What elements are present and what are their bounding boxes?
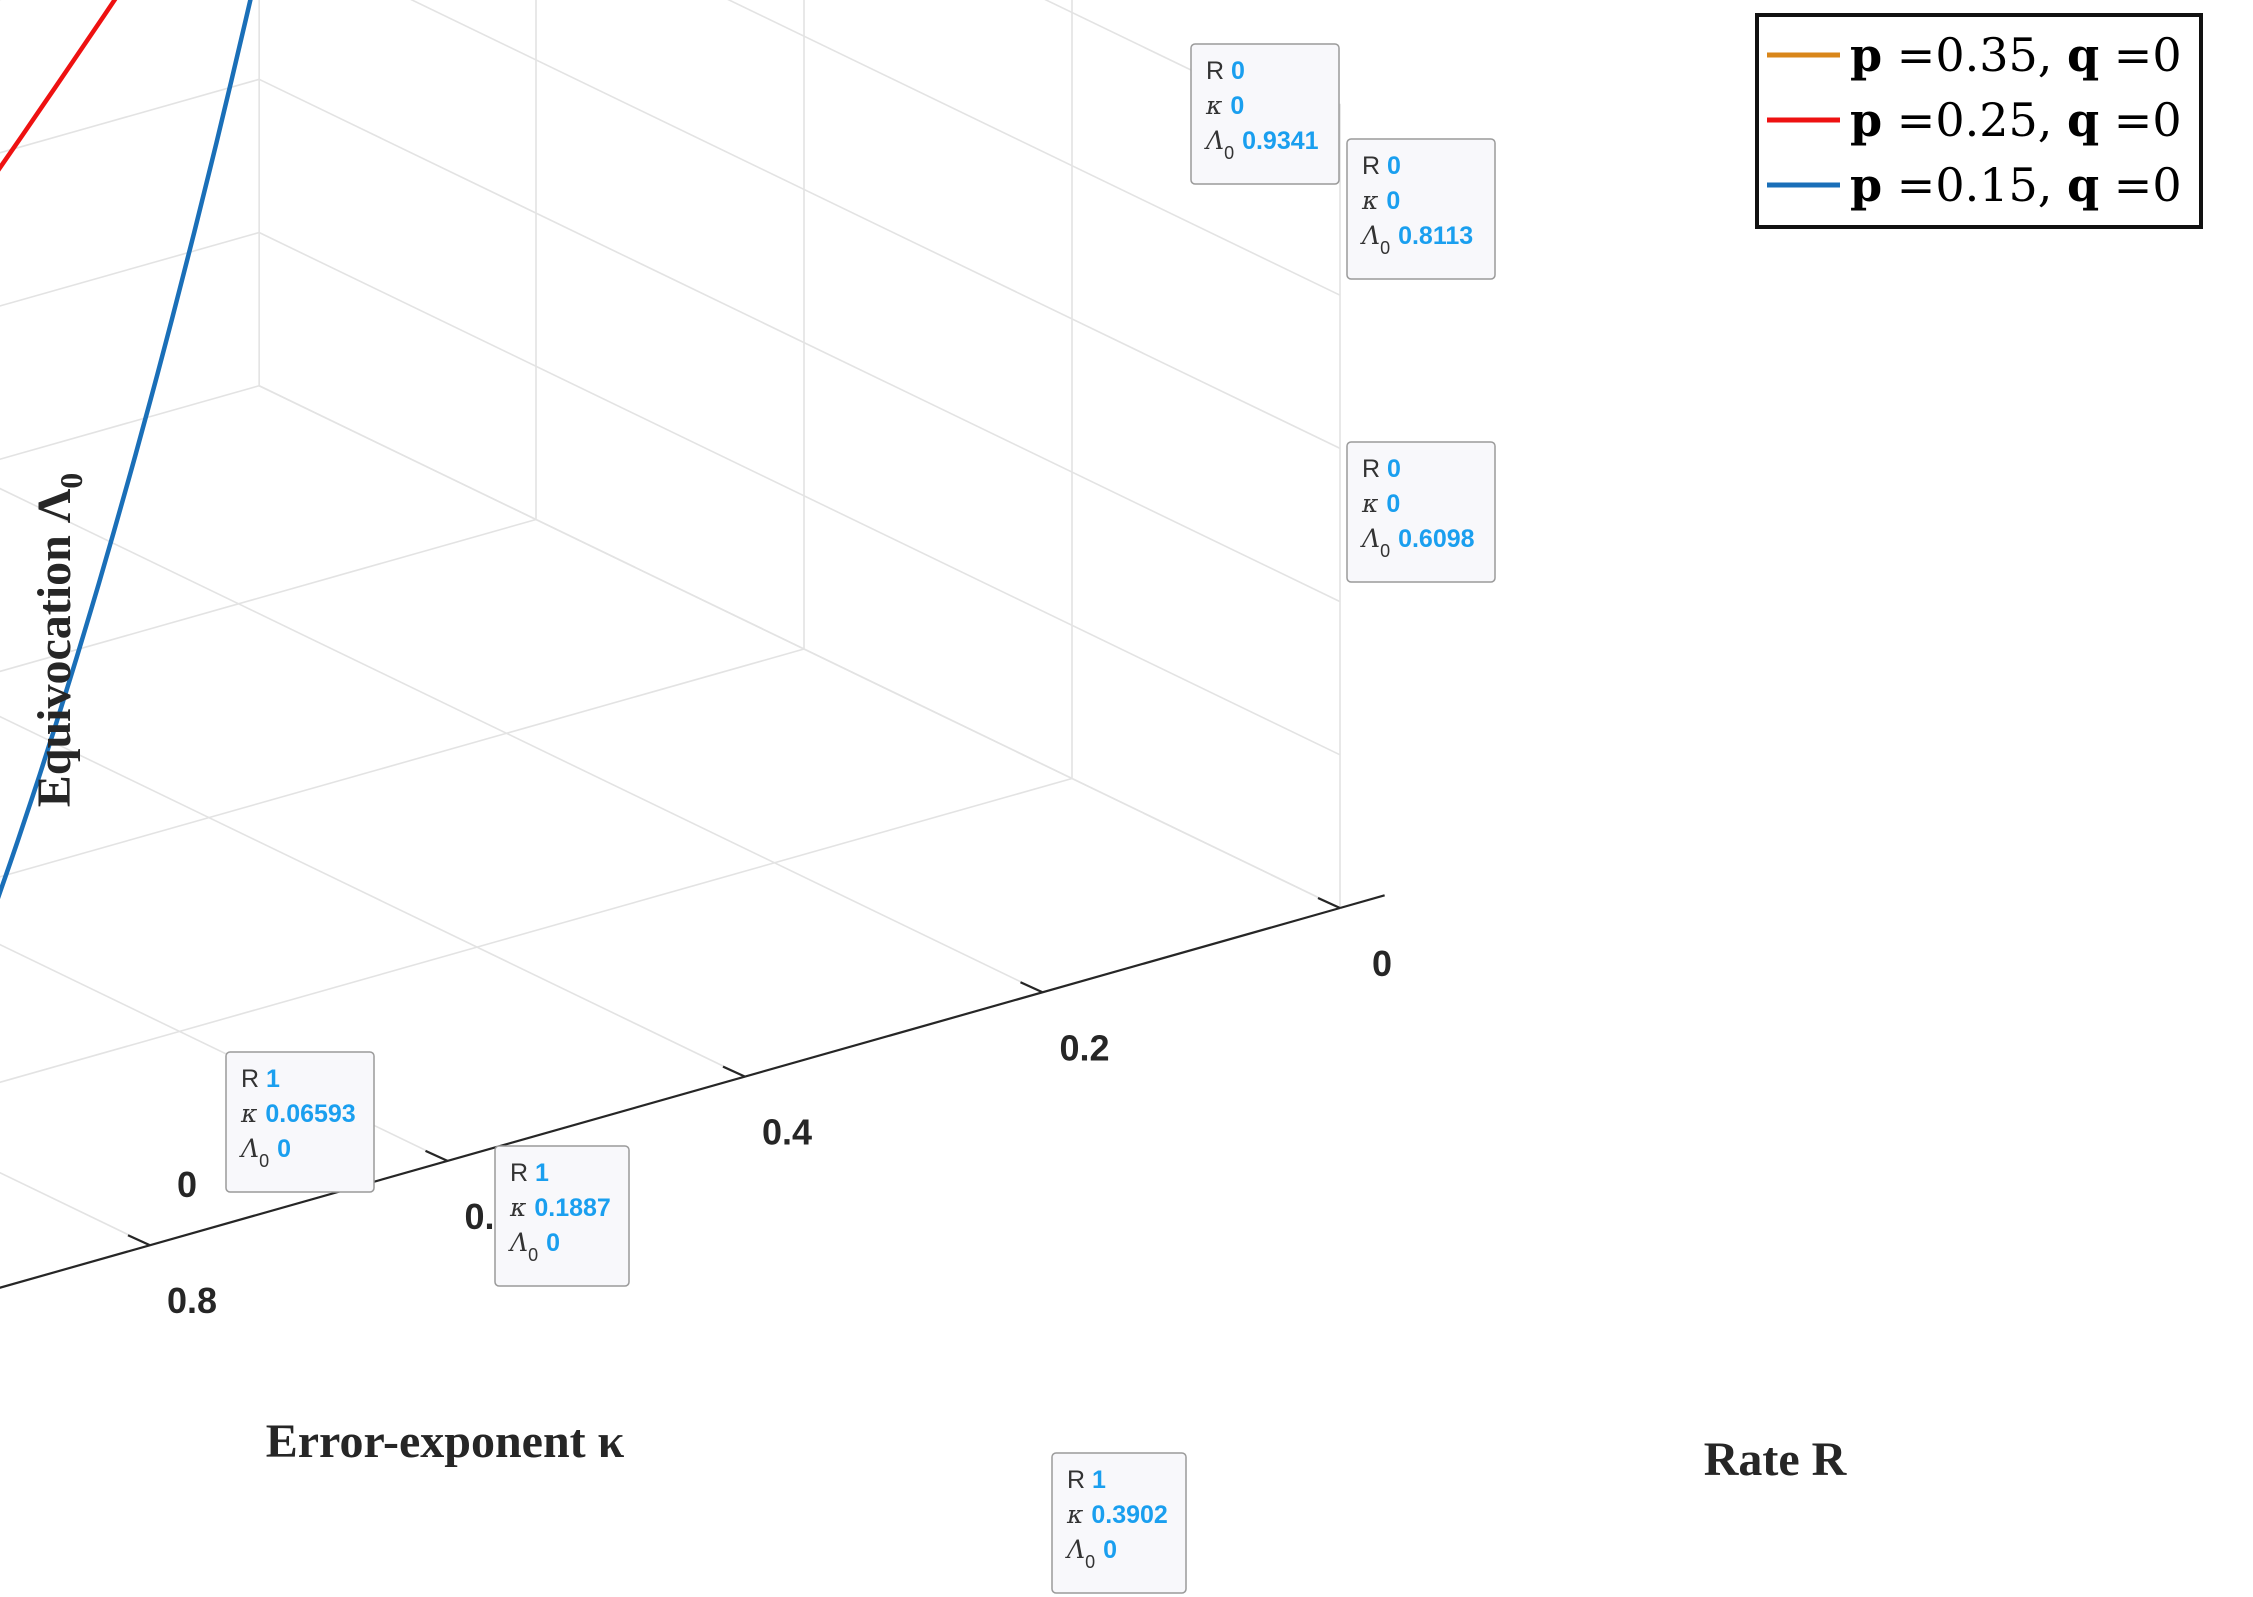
- y-tick-label: 0.4: [762, 1112, 812, 1153]
- y-axis-line: [0, 906, 1341, 1289]
- y-tick-label: 0: [1372, 943, 1392, 984]
- grid-line: [0, 384, 260, 460]
- grid-line: [0, 907, 1341, 1289]
- grid-line: [258, 78, 1341, 603]
- data-tip[interactable]: R 0 κ 0 Λ0 0.9341: [1190, 43, 1340, 185]
- x-axis-label: Error-exponent κ: [266, 1415, 625, 1468]
- y-axis-label: Rate R: [1704, 1433, 1848, 1486]
- data-tip[interactable]: R 1 κ 0.06593 Λ0 0: [225, 1051, 375, 1193]
- svg-text:κ 0.1887: κ 0.1887: [509, 1193, 611, 1222]
- svg-text:Λ00: Λ0 0: [239, 1134, 291, 1171]
- grid-line: [0, 777, 1073, 1084]
- series-line: [0, 0, 253, 900]
- series-line: [0, 0, 118, 172]
- grid-line: [0, 487, 1043, 994]
- svg-text:κ 0.3902: κ 0.3902: [1066, 1500, 1168, 1529]
- y-tick-mark: [1020, 981, 1043, 994]
- y-tick-mark: [722, 1065, 746, 1078]
- data-tips: R 0 κ 0 Λ0 0.9341 R 1 κ 0.06593 Λ0 0 R 0 κ 0 Λ0 0.8…: [225, 43, 1496, 1594]
- svg-text:κ 0: κ 0: [1205, 91, 1244, 120]
- grid-line: [0, 231, 260, 307]
- svg-text:R 0: R 0: [1206, 57, 1245, 85]
- axes: [0, 894, 1385, 1289]
- svg-text:R 0: R 0: [1362, 152, 1401, 180]
- y-tick-label: 0.8: [167, 1280, 217, 1321]
- legend-entry: p =0.25, q =0: [1850, 93, 2182, 147]
- grid-line: [410, 0, 1341, 450]
- y-tick-mark: [425, 1149, 448, 1162]
- data-tip[interactable]: R 1 κ 0.3902 Λ0 0: [1051, 1452, 1187, 1594]
- legend-entry: p =0.15, q =0: [1850, 158, 2182, 212]
- svg-text:κ 0: κ 0: [1361, 186, 1400, 215]
- grid-line: [258, 231, 1341, 756]
- y-tick-mark: [1317, 896, 1341, 910]
- grid-line: [1044, 0, 1341, 143]
- axis-labels: Equivocation Λ0 Error-exponent κ Rate R: [28, 473, 1848, 1486]
- svg-text:R 1: R 1: [241, 1065, 280, 1093]
- svg-text:Λ00.9341: Λ0 0.9341: [1204, 126, 1319, 163]
- svg-text:κ 0: κ 0: [1361, 489, 1400, 518]
- grid-line: [0, 0, 259, 41]
- grid-line: [0, 0, 259, 194]
- svg-text:Λ00.6098: Λ0 0.6098: [1360, 524, 1475, 561]
- data-tip[interactable]: R 1 κ 0.1887 Λ0 0: [494, 1145, 630, 1287]
- svg-text:Λ00.8113: Λ0 0.8113: [1360, 221, 1473, 258]
- tick-labels: 00.20.40.60.8100.10.20.30.400.20.40.60.8: [127, 896, 1392, 1321]
- grid-line: [0, 648, 805, 878]
- y-tick-label: 0.2: [1059, 1027, 1109, 1068]
- z-axis-label: Equivocation Λ0: [28, 473, 89, 807]
- svg-text:Λ00: Λ0 0: [1065, 1535, 1117, 1572]
- svg-text:R 0: R 0: [1362, 455, 1401, 483]
- svg-text:κ 0.06593: κ 0.06593: [240, 1099, 356, 1128]
- grid-line: [258, 385, 1341, 909]
- grid-line: [0, 78, 260, 154]
- data-tip[interactable]: R 0 κ 0 Λ0 0.6098: [1346, 441, 1496, 583]
- legend: p =0.35, q =0 p =0.25, q =0 p =0.15, q =0: [1755, 13, 2203, 229]
- data-tip[interactable]: R 0 κ 0 Λ0 0.8113: [1346, 138, 1496, 280]
- y-axis-stub: [1339, 894, 1385, 910]
- grid-line: [0, 715, 746, 1078]
- svg-text:R 1: R 1: [510, 1159, 549, 1187]
- grid-line: [0, 518, 537, 673]
- svg-text:R 1: R 1: [1067, 1466, 1106, 1494]
- legend-entry: p =0.35, q =0: [1850, 28, 2182, 82]
- grid-line: [727, 0, 1341, 296]
- z-tick-label: 0: [177, 1164, 197, 1205]
- y-tick-mark: [127, 1234, 151, 1247]
- series-lines: [0, 0, 253, 900]
- svg-text:Λ00: Λ0 0: [508, 1228, 560, 1265]
